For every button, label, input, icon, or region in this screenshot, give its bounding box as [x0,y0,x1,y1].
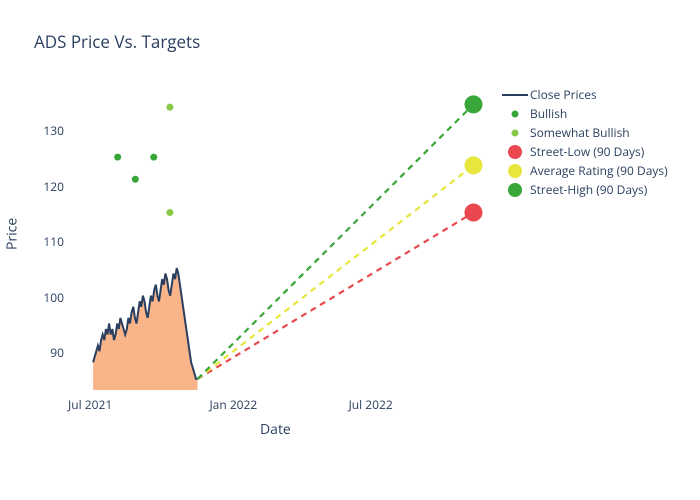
x-tick-label: Jul 2022 [349,396,393,413]
legend-label: Close Prices [530,86,597,103]
y-tick-label: 100 [43,289,64,306]
legend-label: Street-High (90 Days) [530,181,647,198]
average_rating-marker [464,156,482,174]
legend-item[interactable]: Close Prices [500,85,668,104]
y-tick-label: 130 [43,122,64,139]
legend-label: Average Rating (90 Days) [530,162,668,179]
legend-item[interactable]: Street-Low (90 Days) [500,142,668,161]
legend-swatch [500,163,530,179]
legend-swatch [500,182,530,198]
street_high-line [198,104,474,379]
legend-item[interactable]: Average Rating (90 Days) [500,161,668,180]
chart-legend: Close Prices Bullish Somewhat Bullish Stree… [500,85,668,199]
legend-swatch [500,125,530,141]
somewhat-bullish-point [166,104,173,111]
y-tick-label: 110 [43,233,64,250]
legend-swatch [500,144,530,160]
y-tick-label: 90 [50,344,64,361]
x-tick-label: Jan 2022 [209,396,257,413]
y-tick-label: 120 [43,178,64,195]
average_rating-line [198,165,474,379]
bullish-point [114,154,121,161]
legend-item[interactable]: Bullish [500,104,668,123]
street_low-marker [464,204,482,222]
legend-label: Street-Low (90 Days) [530,143,644,160]
y-axis-label: Price [3,218,22,250]
chart-plot-area [70,85,485,390]
bullish-point [132,176,139,183]
legend-swatch [500,87,530,103]
street_high-marker [464,95,482,113]
x-axis-label: Date [260,420,291,439]
legend-label: Somewhat Bullish [530,124,630,141]
somewhat-bullish-point [166,209,173,216]
chart-title: ADS Price Vs. Targets [34,30,200,53]
legend-swatch [500,106,530,122]
bullish-point [150,154,157,161]
legend-label: Bullish [530,105,567,122]
legend-item[interactable]: Street-High (90 Days) [500,180,668,199]
x-tick-label: Jul 2021 [68,396,112,413]
street_low-line [198,213,474,379]
legend-item[interactable]: Somewhat Bullish [500,123,668,142]
